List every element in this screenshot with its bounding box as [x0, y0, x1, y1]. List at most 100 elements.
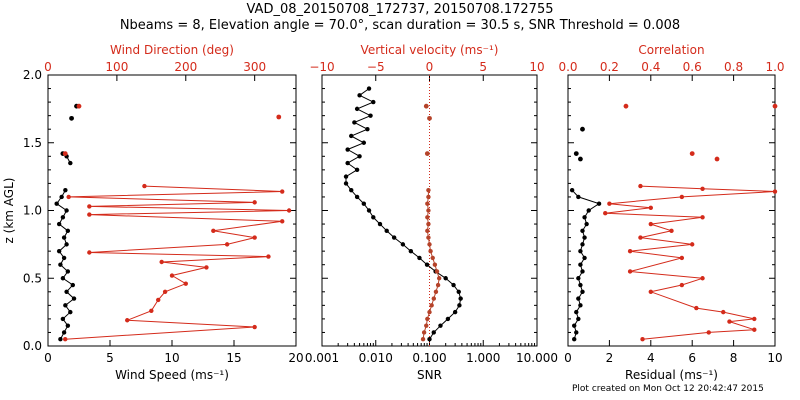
- x-tick-label: 6: [688, 351, 696, 365]
- series-line: [571, 189, 601, 340]
- data-point: [69, 115, 74, 121]
- data-point: [286, 208, 292, 213]
- data-point: [357, 154, 362, 159]
- data-point: [576, 316, 581, 322]
- data-point: [76, 103, 82, 109]
- data-point: [574, 330, 579, 335]
- x-tick-label: 5: [106, 351, 114, 365]
- data-point: [162, 289, 168, 294]
- top-tick-label: 1.0: [765, 60, 784, 74]
- data-point: [586, 208, 591, 213]
- x-tick-label: 0.010: [359, 351, 393, 365]
- data-point: [607, 201, 612, 206]
- data-point: [58, 337, 63, 342]
- data-point: [64, 289, 69, 294]
- data-point: [427, 242, 432, 247]
- data-point: [149, 308, 154, 313]
- top-tick-label: 0.4: [641, 60, 660, 74]
- data-point: [638, 235, 643, 240]
- top-axis-label: Wind Direction (deg): [110, 43, 234, 57]
- data-point: [721, 309, 726, 315]
- x-tick-label: 4: [647, 351, 655, 365]
- data-point: [752, 327, 757, 332]
- data-point: [431, 330, 436, 335]
- top-tick-label: 0.6: [683, 60, 702, 74]
- y-tick-label: 0.5: [23, 271, 42, 285]
- panel-wind: 0 5 10 15 20 Wind Speed (ms⁻¹) 0 100 200 300 Wind …: [2, 43, 304, 382]
- data-point: [368, 113, 373, 118]
- data-point: [354, 194, 360, 200]
- data-point: [65, 228, 71, 234]
- series-line: [65, 185, 290, 340]
- data-point: [569, 187, 575, 193]
- data-point: [690, 242, 695, 247]
- data-point: [640, 337, 645, 342]
- data-point: [417, 255, 422, 261]
- data-point: [580, 289, 585, 294]
- data-point: [345, 147, 350, 152]
- data-point: [700, 276, 705, 281]
- data-point: [64, 242, 69, 247]
- x-tick-label: 0: [564, 351, 572, 365]
- data-point: [694, 305, 699, 311]
- data-point: [627, 269, 633, 274]
- data-point: [391, 235, 397, 240]
- data-point: [366, 86, 372, 91]
- chart-title: VAD_08_20150708_172737, 20150708.172755: [246, 2, 554, 17]
- data-point: [638, 183, 643, 189]
- data-point: [361, 201, 367, 206]
- top-tick-label: 0.2: [600, 60, 619, 74]
- data-point: [584, 221, 589, 227]
- panel-residual: 0 2 4 6 8 10 Residual (ms⁻¹) 0.0 0.2 0.4 0.6 0.8 1.0…: [558, 43, 784, 382]
- data-point: [252, 235, 257, 240]
- data-point: [772, 103, 778, 109]
- data-point: [572, 323, 577, 328]
- data-point: [60, 215, 66, 220]
- data-point: [142, 183, 147, 189]
- data-point: [582, 235, 587, 240]
- data-point: [424, 262, 430, 267]
- data-point: [421, 330, 427, 335]
- data-point: [443, 276, 448, 281]
- data-point: [384, 228, 389, 234]
- data-point: [352, 120, 357, 125]
- data-point: [345, 160, 350, 166]
- data-point: [56, 248, 62, 254]
- data-point: [452, 309, 458, 315]
- y-tick-label: 1.5: [23, 136, 42, 150]
- data-point: [669, 228, 674, 234]
- data-point: [87, 204, 92, 209]
- data-point: [224, 242, 230, 247]
- data-point: [87, 250, 92, 255]
- y-axis-label: z (km AGL): [2, 178, 16, 244]
- data-point: [64, 208, 69, 213]
- data-point: [430, 255, 435, 261]
- data-point: [700, 215, 705, 220]
- y-tick-label: 0.0: [23, 339, 42, 353]
- data-point: [426, 221, 431, 227]
- data-point: [159, 259, 164, 265]
- top-tick-label: 300: [243, 60, 266, 74]
- plot-frame: [47, 74, 297, 347]
- data-point: [60, 276, 66, 281]
- data-point: [648, 221, 653, 227]
- data-point: [371, 215, 376, 220]
- data-point: [169, 273, 175, 278]
- data-point: [65, 323, 71, 328]
- x-axis-label: Wind Speed (ms⁻¹): [115, 368, 229, 382]
- data-point: [679, 255, 685, 261]
- data-point: [426, 187, 431, 193]
- x-tick-label: 20: [288, 351, 303, 365]
- data-point: [68, 309, 73, 315]
- data-point: [582, 255, 587, 261]
- data-point: [425, 316, 430, 322]
- data-point: [679, 194, 685, 200]
- data-point: [62, 151, 68, 156]
- x-tick-label: 15: [226, 351, 241, 365]
- top-axis-label: Correlation: [638, 43, 704, 57]
- data-point: [423, 103, 429, 109]
- x-axis-label: Residual (ms⁻¹): [625, 368, 718, 382]
- x-tick-label: 10: [767, 351, 782, 365]
- data-point: [623, 103, 629, 109]
